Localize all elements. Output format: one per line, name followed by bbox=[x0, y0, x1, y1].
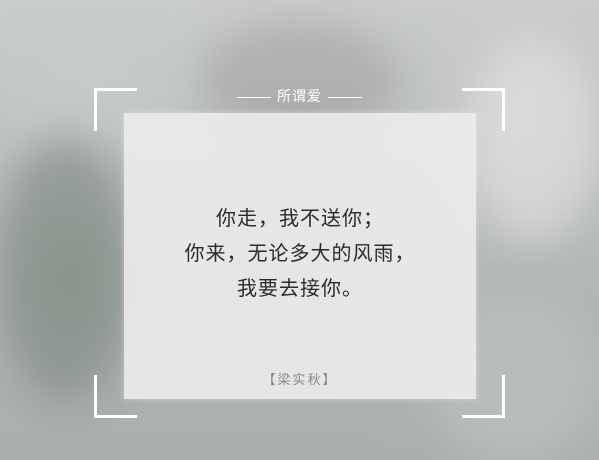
author-label: 【梁实秋】 bbox=[262, 373, 338, 388]
quote-card: 你走，我不送你； 你来，无论多大的风雨， 我要去接你。 【梁实秋】 bbox=[124, 113, 476, 399]
frame-corner-top-left bbox=[94, 88, 137, 131]
frame-corner-top-right bbox=[462, 88, 505, 131]
poem-line: 你来，无论多大的风雨， bbox=[184, 241, 416, 265]
background-mist bbox=[470, 40, 599, 240]
frame-corner-bottom-left bbox=[94, 375, 137, 418]
poem-text: 你走，我不送你； 你来，无论多大的风雨， 我要去接你。 bbox=[124, 201, 476, 306]
header-title: 所谓爱 bbox=[277, 89, 322, 105]
page-header: 所谓爱 bbox=[0, 86, 599, 106]
frame-corner-bottom-right bbox=[462, 375, 505, 418]
background-mist bbox=[0, 140, 130, 400]
poem-line: 我要去接你。 bbox=[237, 276, 363, 300]
header-dash-left bbox=[237, 96, 271, 98]
poem-line: 你走，我不送你； bbox=[216, 206, 384, 230]
header-dash-right bbox=[328, 96, 362, 98]
